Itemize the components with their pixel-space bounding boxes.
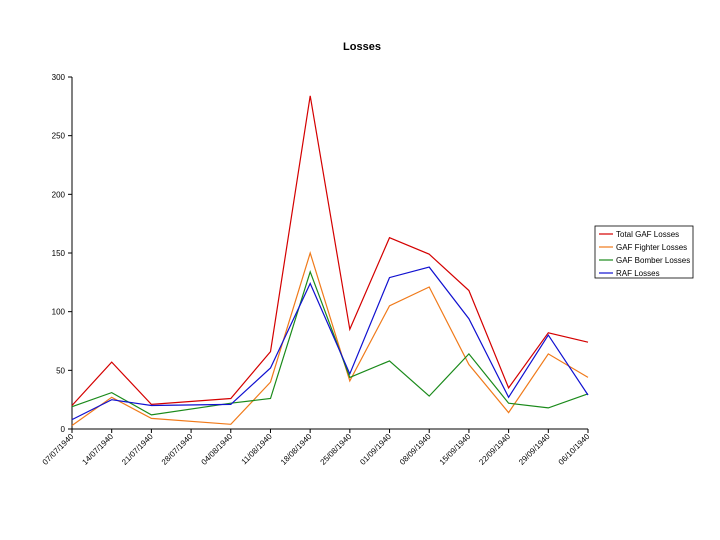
y-tick-label: 200: [52, 190, 66, 199]
legend-label: Total GAF Losses: [616, 230, 679, 239]
chart-title: Losses: [343, 41, 381, 53]
series-line-gaf-bomber-losses: [71, 269, 589, 416]
x-tick-label: 04/08/1940: [200, 432, 235, 467]
series-lines: [71, 95, 589, 426]
x-tick-label: 07/07/1940: [41, 432, 76, 467]
x-tick-label: 11/08/1940: [240, 432, 275, 467]
x-tick-label: 25/08/1940: [319, 432, 354, 467]
x-tick-label: 28/07/1940: [160, 432, 195, 467]
legend-label: RAF Losses: [616, 269, 660, 278]
y-tick-label: 250: [52, 132, 66, 141]
x-tick-label: 08/09/1940: [398, 432, 433, 467]
y-tick-label: 150: [52, 249, 66, 258]
y-tick-label: 300: [52, 73, 66, 82]
x-tick-label: 01/09/1940: [358, 432, 393, 467]
y-tick-label: 100: [52, 308, 66, 317]
series-line-gaf-fighter-losses: [71, 250, 589, 426]
legend-label: GAF Bomber Losses: [616, 256, 690, 265]
x-tick-label: 22/09/1940: [477, 432, 512, 467]
legend: Total GAF Losses GAF Fighter Losses GAF Bo…: [594, 225, 694, 279]
x-tick-label: 06/10/1940: [557, 432, 592, 467]
x-tick-label: 15/09/1940: [438, 432, 473, 467]
x-tick-label: 29/09/1940: [517, 432, 552, 467]
legend-label: GAF Fighter Losses: [616, 243, 687, 252]
legend-box: [594, 225, 694, 279]
x-tick-label: 18/08/1940: [279, 432, 314, 467]
y-tick-label: 50: [56, 366, 65, 375]
series-line-total-gaf-losses: [71, 95, 589, 406]
x-tick-label: 21/07/1940: [120, 432, 155, 467]
y-tick-label: 0: [61, 425, 66, 434]
series-line-raf-losses: [71, 266, 589, 421]
x-tick-label: 14/07/1940: [80, 432, 115, 467]
